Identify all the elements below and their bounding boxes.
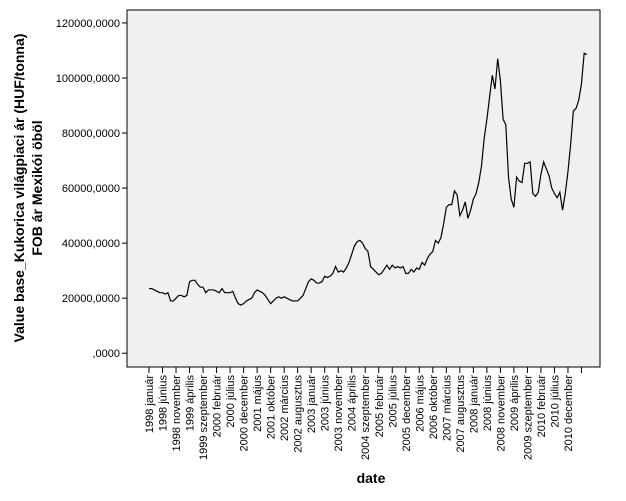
y-axis-title-line: FOB ár Mexikói öböl (29, 120, 45, 255)
x-tick-label: 1999 április (185, 375, 197, 432)
x-tick-label: 2008 június (482, 375, 494, 432)
x-tick-label: 2000 február (212, 375, 224, 438)
y-tick-label: 80000,0000 (62, 128, 120, 140)
x-tick-label: 2003 január (306, 375, 318, 433)
x-tick-label: 2010 július (549, 375, 561, 428)
y-tick-label: 60000,0000 (62, 183, 120, 195)
x-tick-label: 2004 szeptember (360, 375, 372, 460)
x-tick-label: 2006 október (428, 375, 440, 440)
x-tick-label: 2005 július (387, 375, 399, 428)
x-tick-label: 1998 január (144, 375, 156, 433)
x-tick-label: 2008 január (468, 375, 480, 433)
x-tick-label: 2000 július (225, 375, 237, 428)
x-axis-title: date (357, 470, 386, 486)
y-tick-label: 120000,0000 (56, 18, 120, 30)
x-tick-label: 2002 augusztus (293, 375, 305, 453)
plot-area (126, 9, 601, 368)
x-tick-label: 2008 november (495, 375, 507, 452)
x-tick-label: 2001 május (252, 375, 264, 432)
x-tick-label: 2000 december (239, 375, 251, 452)
x-tick-label: 2005 december (401, 375, 413, 452)
x-tick-label: 2006 május (414, 375, 426, 432)
x-tick-label: 2009 szeptember (522, 375, 534, 460)
x-tick-label: 1998 november (171, 375, 183, 452)
x-tick-label: 2003 június (320, 375, 332, 432)
y-tick-label: 100000,0000 (56, 73, 120, 85)
x-tick-label: 2001 október (266, 375, 278, 440)
x-tick-label: 2009 április (509, 375, 521, 432)
y-tick-label: ,0000 (92, 348, 120, 360)
x-tick-label: 1999 szeptember (198, 375, 210, 460)
y-axis-title: Value base_Kukorica világpiaci ár (HUF/t… (11, 34, 45, 343)
y-tick-label: 20000,0000 (62, 293, 120, 305)
x-tick-label: 2003 november (333, 375, 345, 452)
y-tick-label: 40000,0000 (62, 238, 120, 250)
x-tick-label: 2007 augusztus (455, 375, 467, 453)
y-axis-title-line: Value base_Kukorica világpiaci ár (HUF/t… (11, 34, 27, 343)
x-tick-label: 2004 április (347, 375, 359, 432)
data-line (149, 52, 588, 306)
x-tick-label: 2002 március (279, 375, 291, 442)
x-tick-label: 2010 december (563, 375, 575, 452)
x-tick-label: 2007 március (441, 375, 453, 442)
x-tick-label: 2005 február (374, 375, 386, 438)
x-tick-label: 2010 február (536, 375, 548, 438)
x-tick-label: 1998 június (158, 375, 170, 432)
